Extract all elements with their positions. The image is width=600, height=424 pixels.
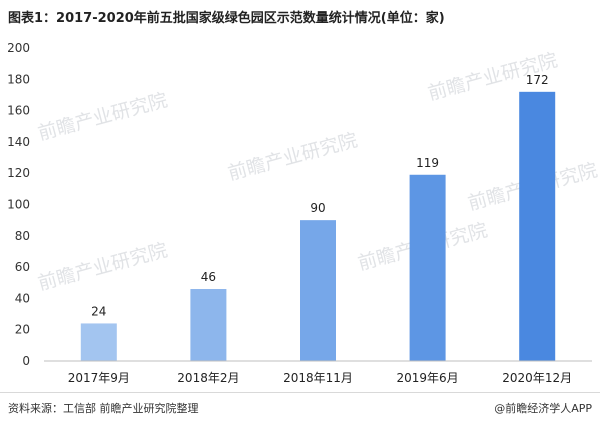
y-tick-label: 200: [7, 41, 30, 55]
chart-area: 前瞻产业研究院前瞻产业研究院前瞻产业研究院前瞻产业研究院前瞻产业研究院前瞻产业研…: [0, 30, 600, 392]
x-tick-label: 2019年6月: [397, 371, 459, 385]
x-tick-label: 2018年2月: [177, 371, 239, 385]
x-tick-label: 2018年11月: [283, 371, 353, 385]
bar: [80, 323, 117, 361]
x-tick-label: 2020年12月: [502, 371, 572, 385]
source-note: 资料来源：工信部 前瞻产业研究院整理: [8, 402, 199, 415]
y-tick-label: 160: [7, 104, 30, 118]
bar: [190, 289, 227, 361]
bars-layer: 24 46 90 119 172: [80, 73, 556, 361]
y-tick-label: 40: [15, 291, 30, 305]
y-tick-label: 0: [22, 354, 30, 368]
bar-value-label: 90: [310, 201, 325, 215]
bar-value-label: 119: [416, 156, 439, 170]
bar-value-label: 24: [91, 304, 106, 318]
y-tick-label: 60: [15, 260, 30, 274]
bar: [519, 91, 556, 361]
bar: [409, 174, 446, 361]
x-axis: 2017年9月 2018年2月 2018年11月 2019年6月 2020年12月: [44, 360, 592, 385]
y-tick-label: 120: [7, 166, 30, 180]
watermark-text: 前瞻产业研究院: [226, 129, 360, 185]
footer: 资料来源：工信部 前瞻产业研究院整理 @前瞻经济学人APP: [0, 392, 600, 424]
y-tick-label: 20: [15, 323, 30, 337]
bar: [300, 220, 336, 361]
bar-chart: 前瞻产业研究院前瞻产业研究院前瞻产业研究院前瞻产业研究院前瞻产业研究院前瞻产业研…: [7, 41, 600, 385]
chart-title: 图表1：2017-2020年前五批国家级绿色园区示范数量统计情况(单位：家): [8, 11, 445, 26]
bar-value-label: 46: [201, 270, 216, 284]
bar-value-label: 172: [526, 73, 549, 87]
y-axis: 0 20 40 60 80 100 120 140 160 180 200: [7, 41, 30, 368]
y-tick-label: 140: [7, 135, 30, 149]
brand-credit: @前瞻经济学人APP: [494, 402, 592, 415]
watermark-text: 前瞻产业研究院: [36, 239, 170, 295]
y-tick-label: 80: [15, 229, 30, 243]
x-tick-label: 2017年9月: [68, 371, 130, 385]
y-tick-label: 100: [7, 198, 30, 212]
y-tick-label: 180: [7, 72, 30, 86]
watermark-text: 前瞻产业研究院: [36, 89, 170, 145]
